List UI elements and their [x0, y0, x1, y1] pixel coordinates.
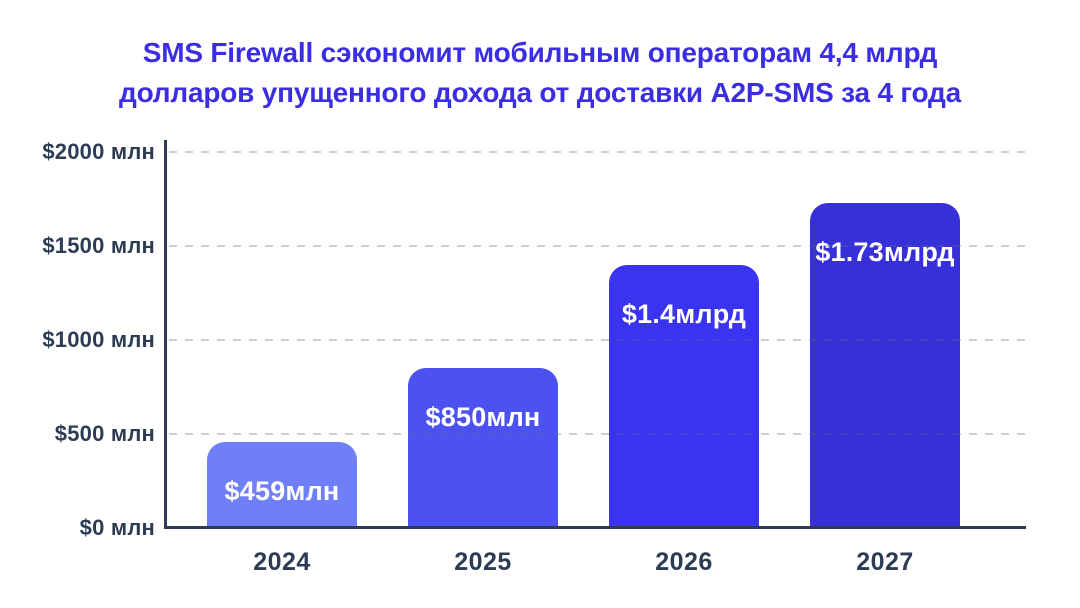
- x-tick-label: 2026: [655, 548, 713, 576]
- chart-title-line1: SMS Firewall сэкономит мобильным операто…: [142, 37, 938, 68]
- bar-value-label: $459млн: [224, 475, 340, 506]
- bar-value-label: $850млн: [425, 402, 541, 433]
- x-tick-label: 2024: [253, 548, 311, 576]
- plot-area: $459млн $850млн $1.4млрд $1.73млрд: [167, 151, 1033, 528]
- gridline: [169, 151, 1033, 153]
- bar-2025: $850млн: [408, 368, 558, 528]
- bar-value-label: $1.4млрд: [621, 298, 747, 329]
- chart-title-line2: долларов упущенного дохода от доставки A…: [119, 77, 961, 108]
- bar-value-label: $1.73млрд: [815, 236, 955, 267]
- bar-2026: $1.4млрд: [609, 264, 759, 528]
- bar-2024: $459млн: [207, 441, 357, 528]
- y-tick-label: $2000 млн: [42, 139, 155, 164]
- y-axis-line: [164, 140, 167, 529]
- x-tick-label: 2027: [856, 548, 914, 576]
- y-tick-label: $500 млн: [54, 421, 155, 446]
- y-tick-label: $1000 млн: [42, 327, 155, 352]
- y-tick-label: $1500 млн: [42, 233, 155, 258]
- bar-2027: $1.73млрд: [810, 202, 960, 528]
- y-tick-label: $0 млн: [79, 515, 155, 540]
- x-tick-label: 2025: [454, 548, 512, 576]
- x-axis-line: [164, 526, 1026, 529]
- chart-title: SMS Firewall сэкономит мобильным операто…: [0, 33, 1080, 113]
